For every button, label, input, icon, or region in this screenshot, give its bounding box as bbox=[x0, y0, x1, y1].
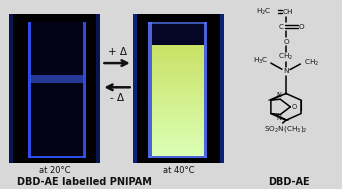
Bar bbox=[152, 120, 204, 123]
Bar bbox=[152, 100, 204, 103]
Bar bbox=[152, 78, 204, 81]
Bar bbox=[152, 142, 204, 145]
Bar bbox=[220, 14, 224, 163]
Bar bbox=[152, 64, 204, 67]
Bar bbox=[9, 14, 100, 163]
Bar bbox=[96, 14, 100, 163]
Text: H$_2$C: H$_2$C bbox=[256, 7, 272, 17]
Bar bbox=[152, 50, 204, 53]
Bar bbox=[152, 24, 204, 45]
Bar bbox=[152, 81, 204, 84]
Text: N: N bbox=[283, 68, 289, 74]
Bar bbox=[152, 89, 204, 92]
Bar bbox=[152, 114, 204, 117]
Bar bbox=[152, 103, 204, 106]
Bar bbox=[152, 153, 204, 156]
Bar bbox=[152, 139, 204, 142]
Text: DBD-AE: DBD-AE bbox=[268, 177, 310, 187]
Bar bbox=[152, 72, 204, 75]
Bar bbox=[152, 131, 204, 134]
Bar bbox=[152, 58, 204, 61]
Bar bbox=[152, 134, 204, 137]
Bar bbox=[152, 150, 204, 153]
Text: at 40°C: at 40°C bbox=[163, 166, 194, 175]
Text: DBD-AE labelled PNIPAM: DBD-AE labelled PNIPAM bbox=[17, 177, 152, 187]
Bar bbox=[152, 69, 204, 73]
Bar bbox=[152, 86, 204, 89]
Text: SO$_2$N(CH$_3$)$_2$: SO$_2$N(CH$_3$)$_2$ bbox=[264, 124, 308, 134]
Bar bbox=[152, 53, 204, 56]
Bar bbox=[148, 156, 207, 158]
Bar bbox=[83, 22, 87, 158]
Bar bbox=[152, 122, 204, 125]
Text: + Δ: + Δ bbox=[108, 47, 127, 57]
Bar bbox=[152, 111, 204, 114]
Bar bbox=[148, 22, 207, 24]
Text: at 20°C: at 20°C bbox=[39, 166, 70, 175]
Text: N: N bbox=[277, 115, 282, 121]
Bar bbox=[152, 117, 204, 120]
Bar bbox=[152, 106, 204, 109]
Text: C: C bbox=[278, 24, 283, 30]
Bar bbox=[28, 156, 87, 158]
Text: O: O bbox=[292, 104, 297, 110]
Text: O: O bbox=[283, 39, 289, 45]
Bar bbox=[152, 94, 204, 98]
Bar bbox=[152, 56, 204, 59]
Bar bbox=[152, 147, 204, 151]
Bar bbox=[152, 47, 204, 50]
Bar bbox=[133, 14, 137, 163]
Bar bbox=[9, 14, 13, 163]
Text: CH: CH bbox=[283, 9, 293, 15]
Bar bbox=[204, 22, 207, 158]
Bar bbox=[31, 75, 83, 83]
Bar bbox=[152, 136, 204, 139]
Bar bbox=[152, 128, 204, 131]
Text: H$_3$C: H$_3$C bbox=[253, 56, 268, 66]
Text: N: N bbox=[277, 92, 282, 98]
Text: - Δ: - Δ bbox=[110, 94, 124, 103]
Bar bbox=[152, 44, 204, 47]
Text: CH$_2$: CH$_2$ bbox=[304, 57, 319, 68]
Bar bbox=[152, 83, 204, 87]
Text: CH$_2$: CH$_2$ bbox=[278, 51, 293, 62]
Bar bbox=[152, 75, 204, 78]
Bar bbox=[152, 61, 204, 64]
Bar bbox=[133, 14, 224, 163]
Bar bbox=[152, 67, 204, 70]
Bar bbox=[152, 97, 204, 101]
Text: O: O bbox=[298, 24, 304, 30]
Bar bbox=[148, 22, 152, 158]
Bar bbox=[152, 145, 204, 148]
Bar bbox=[31, 22, 83, 156]
Bar bbox=[152, 108, 204, 112]
Bar bbox=[152, 125, 204, 128]
Bar bbox=[152, 92, 204, 95]
Bar bbox=[28, 22, 31, 158]
